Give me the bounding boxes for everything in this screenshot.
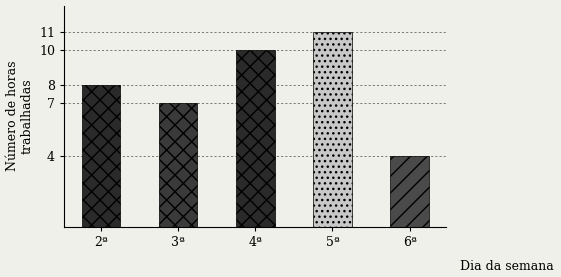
Bar [159,103,197,227]
Text: Dia da semana: Dia da semana [460,260,554,273]
Bar [236,50,274,227]
Bar [81,85,120,227]
Bar [313,32,352,227]
Y-axis label: Número de horas
trabalhadas: Número de horas trabalhadas [6,61,34,171]
Bar [390,156,429,227]
